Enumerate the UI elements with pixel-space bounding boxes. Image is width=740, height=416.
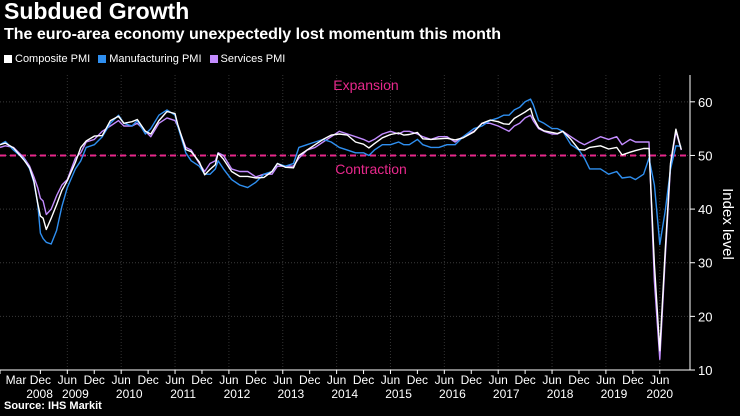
x-tick-label-jun: Jun <box>112 373 131 387</box>
source-note: Source: IHS Markit <box>4 400 102 412</box>
x-year-label-2013: 2013 <box>277 387 304 401</box>
legend-swatch-composite <box>4 55 12 63</box>
legend-item-composite: Composite PMI <box>4 53 90 65</box>
x-year-label-2014: 2014 <box>331 387 358 401</box>
x-tick-label-dec: Dec <box>84 373 105 387</box>
y-tick-label-30: 30 <box>698 256 712 271</box>
x-tick-label-dec: Dec <box>622 373 643 387</box>
x-tick-label-jun: Jun <box>58 373 77 387</box>
x-year-label-2011: 2011 <box>170 387 196 401</box>
chart-subtitle: The euro-area economy unexpectedly lost … <box>4 26 501 43</box>
x-tick-label-jun: Jun <box>165 373 184 387</box>
x-tick-label-dec: Dec <box>245 373 266 387</box>
series-line-manufacturing-pmi <box>0 98 682 246</box>
x-tick-label-jun: Jun <box>542 373 561 387</box>
x-tick-label-jun: Jun <box>435 373 454 387</box>
x-tick-label-dec: Dec <box>137 373 158 387</box>
gridlines <box>0 75 690 371</box>
legend-item-services: Services PMI <box>209 53 286 65</box>
x-tick-label-jun: Jun <box>327 373 346 387</box>
legend-label-manufacturing: Manufacturing PMI <box>109 53 202 65</box>
x-year-label-2016: 2016 <box>439 387 466 401</box>
x-year-label-2009: 2009 <box>62 387 89 401</box>
legend-label-services: Services PMI <box>220 53 286 65</box>
x-tick-label-jun: Jun <box>596 373 615 387</box>
x-year-label-2008: 2008 <box>26 387 53 401</box>
annotation-contraction: Contraction <box>335 161 407 177</box>
x-year-label-2015: 2015 <box>385 387 412 401</box>
y-axis-label: Index level <box>719 188 736 260</box>
legend-swatch-services <box>209 55 218 63</box>
x-tick-label-jun: Jun <box>489 373 508 387</box>
x-year-label-2017: 2017 <box>493 387 520 401</box>
x-tick-label-jun: Jun <box>219 373 238 387</box>
x-tick-label-jun: Jun <box>650 373 669 387</box>
x-year-label-2010: 2010 <box>116 387 143 401</box>
x-tick-label-dec: Dec <box>299 373 320 387</box>
chart-title: Subdued Growth <box>4 0 190 24</box>
series-lines <box>0 98 682 360</box>
annotation-expansion: Expansion <box>333 77 398 93</box>
legend-item-manufacturing: Manufacturing PMI <box>98 53 202 65</box>
series-line-composite-pmi <box>0 107 682 352</box>
x-year-label-2018: 2018 <box>547 387 574 401</box>
x-tick-label-mar: Mar <box>6 373 27 387</box>
series-line-services-pmi <box>0 114 682 360</box>
x-tick-label-dec: Dec <box>461 373 482 387</box>
x-tick-label-jun: Jun <box>273 373 292 387</box>
x-tick-label-dec: Dec <box>353 373 374 387</box>
y-tick-label-40: 40 <box>698 202 712 217</box>
legend-label-composite: Composite PMI <box>15 53 91 65</box>
x-tick-label-dec: Dec <box>568 373 589 387</box>
legend-swatch-manufacturing <box>98 55 107 63</box>
x-tick-label-dec: Dec <box>407 373 428 387</box>
y-tick-label-50: 50 <box>698 148 712 163</box>
x-year-label-2019: 2019 <box>601 387 628 401</box>
x-tick-label-jun: Jun <box>381 373 400 387</box>
x-tick-label-dec: Dec <box>191 373 212 387</box>
legend: Composite PMI Manufacturing PMI Services… <box>4 53 285 65</box>
x-tick-label-dec: Dec <box>30 373 51 387</box>
x-year-label-2012: 2012 <box>224 387 251 401</box>
x-tick-label-dec: Dec <box>514 373 535 387</box>
y-tick-label-10: 10 <box>698 363 712 378</box>
x-year-label-2020: 2020 <box>646 387 673 401</box>
y-tick-label-60: 60 <box>698 95 712 110</box>
y-tick-label-20: 20 <box>698 309 712 324</box>
